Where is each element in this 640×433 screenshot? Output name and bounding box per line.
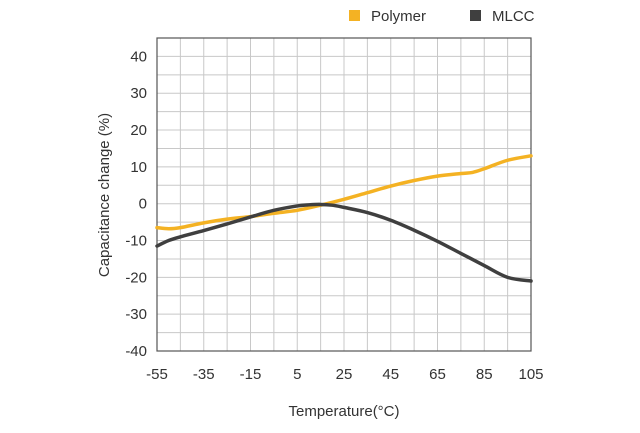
x-axis-ticks: -55 -35 -15 5 25 45 65 85 105 [146,366,543,383]
legend: Polymer MLCC [349,8,535,25]
y-tick-label: 40 [130,48,147,65]
x-tick-label: -35 [193,366,215,383]
y-tick-label: 20 [130,122,147,139]
y-tick-label: -40 [125,343,147,360]
x-tick-label: 45 [382,366,399,383]
legend-label-mlcc: MLCC [492,8,535,25]
x-tick-label: 65 [429,366,446,383]
y-tick-label: -30 [125,306,147,323]
y-tick-label: 0 [139,196,147,213]
series-line-mlcc [155,202,533,283]
legend-swatch-mlcc [470,10,481,21]
x-tick-label: 105 [518,366,543,383]
y-tick-label: 30 [130,85,147,102]
x-tick-label: -15 [240,366,262,383]
x-tick-label: 5 [293,366,301,383]
y-tick-label: 10 [130,159,147,176]
y-tick-label: -10 [125,233,147,250]
x-axis-label: Temperature(°C) [288,403,399,420]
series-line-polymer [155,154,533,231]
series-lines [155,154,533,283]
y-axis-label: Capacitance change (%) [96,113,113,277]
x-tick-label: 25 [336,366,353,383]
legend-swatch-polymer [349,10,360,21]
legend-label-polymer: Polymer [371,8,426,25]
y-axis-ticks: -40 -30 -20 -10 0 10 20 30 40 [125,48,147,360]
y-tick-label: -20 [125,269,147,286]
plot-frame [156,37,532,352]
x-tick-label: 85 [476,366,493,383]
x-tick-label: -55 [146,366,168,383]
